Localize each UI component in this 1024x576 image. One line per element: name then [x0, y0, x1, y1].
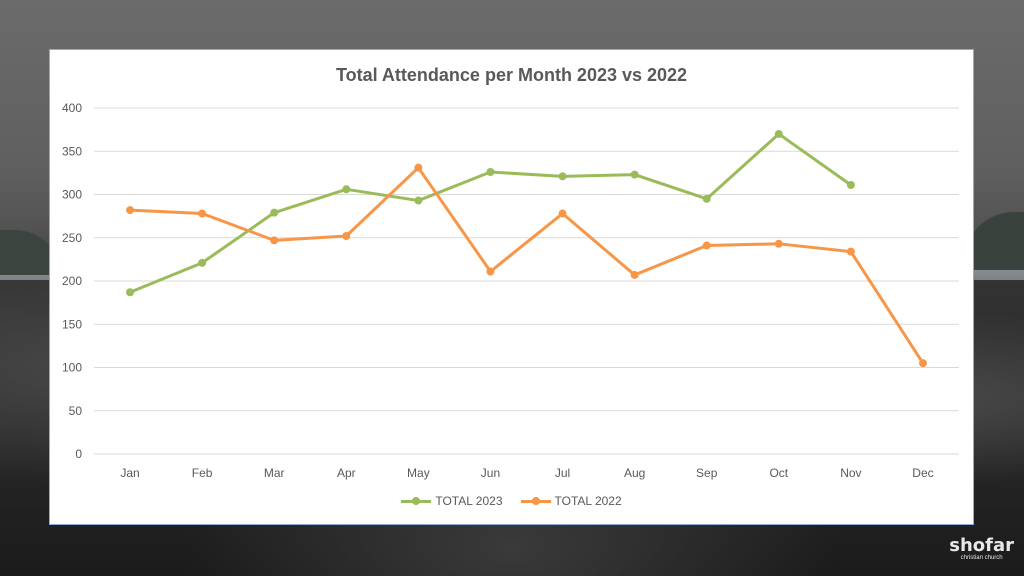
y-tick-label-250: 250: [62, 231, 82, 245]
data-point-total-2023-oct: [774, 129, 783, 138]
data-point-total-2022-mar: [270, 236, 279, 245]
y-tick-label-50: 50: [69, 404, 83, 418]
data-point-total-2022-jun: [486, 267, 495, 276]
x-tick-label-dec: Dec: [912, 466, 933, 480]
x-tick-label-nov: Nov: [840, 466, 861, 480]
legend-item-total-2023: TOTAL 2023: [401, 494, 503, 508]
y-tick-label-400: 400: [62, 101, 82, 115]
series-line-total-2022: [128, 166, 925, 365]
data-point-total-2022-sep: [702, 241, 711, 250]
data-point-total-2022-may: [414, 163, 423, 172]
y-tick-label-200: 200: [62, 274, 82, 288]
y-tick-label-300: 300: [62, 188, 82, 202]
x-tick-label-jun: Jun: [481, 466, 500, 480]
data-point-total-2023-jul: [558, 172, 567, 181]
chart-panel: Total Attendance per Month 2023 vs 2022 …: [49, 49, 974, 525]
data-point-total-2023-jan: [126, 288, 135, 297]
x-tick-label-mar: Mar: [264, 466, 285, 480]
x-tick-label-sep: Sep: [696, 466, 718, 480]
logo-wordmark: shofar: [949, 535, 1014, 556]
data-point-total-2022-oct: [774, 239, 783, 248]
y-tick-label-350: 350: [62, 144, 82, 158]
data-point-total-2023-mar: [270, 208, 279, 217]
y-tick-label-0: 0: [75, 447, 82, 461]
x-tick-label-feb: Feb: [192, 466, 213, 480]
legend-swatch-total-2022: [520, 496, 551, 506]
logo-subtitle: christian church: [960, 555, 1003, 561]
x-tick-label-may: May: [407, 466, 430, 480]
legend-swatch-total-2023: [401, 496, 432, 506]
x-tick-label-oct: Oct: [769, 466, 788, 480]
data-point-total-2023-apr: [342, 185, 351, 194]
data-point-total-2022-aug: [630, 270, 639, 279]
y-tick-label-100: 100: [62, 361, 82, 375]
x-tick-label-jul: Jul: [555, 466, 570, 480]
y-tick-label-150: 150: [62, 317, 82, 331]
legend-item-total-2022: TOTAL 2022: [520, 494, 622, 508]
data-point-total-2022-jul: [558, 209, 567, 218]
legend-label-total-2023: TOTAL 2023: [435, 494, 503, 508]
chart-title: Total Attendance per Month 2023 vs 2022: [335, 65, 688, 85]
data-point-total-2022-nov: [846, 247, 855, 256]
data-point-total-2022-feb: [198, 209, 207, 218]
data-point-total-2022-jan: [126, 206, 135, 215]
shofar-logo: shofar christian church: [949, 537, 1014, 562]
data-point-total-2022-apr: [342, 232, 351, 241]
data-point-total-2023-jun: [486, 168, 495, 177]
x-tick-label-apr: Apr: [337, 466, 356, 480]
x-tick-label-jan: Jan: [120, 466, 139, 480]
data-point-total-2022-dec: [918, 359, 927, 368]
data-point-total-2023-sep: [702, 194, 711, 203]
line-chart: 0 50 100 150 200 250 300 350 400 Jan Feb Mar Apr May J…: [62, 101, 959, 480]
data-point-total-2023-feb: [198, 258, 207, 267]
chart-legend: TOTAL 2023 TOTAL 2022: [50, 494, 973, 508]
x-tick-label-aug: Aug: [624, 466, 645, 480]
data-point-total-2023-nov: [846, 180, 855, 189]
data-point-total-2023-may: [414, 196, 423, 205]
data-point-total-2023-aug: [630, 170, 639, 179]
legend-label-total-2022: TOTAL 2022: [554, 494, 622, 508]
